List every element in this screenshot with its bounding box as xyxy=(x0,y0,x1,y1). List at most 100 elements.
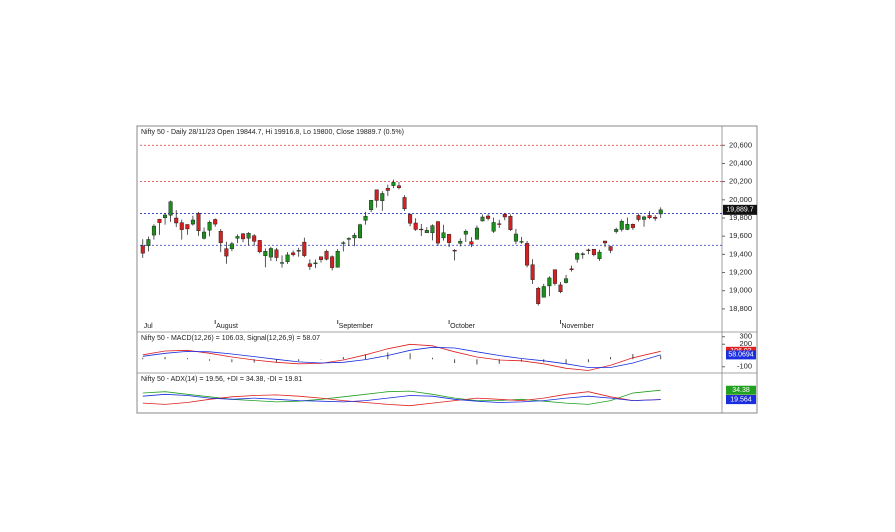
price-label: 19,889.7 xyxy=(726,207,753,214)
candle-body xyxy=(419,228,424,231)
candle-body xyxy=(235,236,240,239)
candle-body xyxy=(391,182,396,186)
candle-body xyxy=(452,249,457,252)
candle-body xyxy=(268,248,273,258)
candle-body xyxy=(163,214,168,219)
y-tick-label: 200 xyxy=(739,339,752,348)
candle-body xyxy=(502,213,507,218)
candle-body xyxy=(435,221,440,244)
candle-body xyxy=(552,269,557,284)
value-box xyxy=(726,350,756,360)
candle-body xyxy=(151,225,156,236)
indicator-line xyxy=(142,343,661,371)
candle-body xyxy=(619,220,624,230)
candle-body xyxy=(547,277,552,287)
candle-body xyxy=(224,248,229,257)
candle-body xyxy=(630,224,635,228)
candle-body xyxy=(313,262,318,264)
value-box-label: 34.38 xyxy=(732,387,750,394)
candle-body xyxy=(525,243,530,266)
candle-body xyxy=(168,201,173,216)
candle-body xyxy=(430,225,435,234)
y-tick-label: 20,000 xyxy=(729,195,752,204)
candle-body xyxy=(408,214,413,224)
panel-title: Nifty 50 - MACD(12,26) = 106.03, Signal(… xyxy=(141,335,320,342)
indicator-line xyxy=(142,391,661,407)
candle-body xyxy=(447,233,452,243)
y-tick-label: 20,200 xyxy=(729,177,752,186)
value-box-label: 58.0694 xyxy=(728,352,753,359)
x-tick-label: September xyxy=(339,323,374,330)
candle-body xyxy=(491,222,496,232)
candle-body xyxy=(319,256,324,260)
candle-body xyxy=(369,199,374,211)
candle-body xyxy=(246,232,251,239)
y-tick-label: 20,400 xyxy=(729,158,752,167)
candle-body xyxy=(658,209,663,215)
candle-body xyxy=(636,215,641,220)
candle-body xyxy=(597,251,602,260)
candle-body xyxy=(586,249,591,251)
candle-body xyxy=(196,213,201,232)
candle-body xyxy=(229,243,234,249)
candle-body xyxy=(486,215,491,219)
candle-body xyxy=(480,216,485,222)
candle-body xyxy=(179,222,184,230)
candle-body xyxy=(346,238,351,240)
candle-body xyxy=(642,216,647,220)
value-box xyxy=(726,385,756,395)
candle-body xyxy=(274,249,279,258)
candle-body xyxy=(536,288,541,304)
candle-body xyxy=(307,263,312,267)
candle-body xyxy=(541,286,546,298)
candle-body xyxy=(463,231,468,235)
candle-body xyxy=(280,262,285,264)
y-tick-label: 19,800 xyxy=(729,213,752,222)
chart-frame xyxy=(136,125,758,414)
candle-body xyxy=(424,230,429,234)
candle-body xyxy=(385,188,390,191)
candle-body xyxy=(257,240,262,253)
candle-body xyxy=(608,246,613,251)
candle-body xyxy=(174,217,179,224)
candle-body xyxy=(213,219,218,225)
candle-body xyxy=(291,252,296,255)
candle-body xyxy=(263,251,268,257)
candle-body xyxy=(241,233,246,240)
candle-body xyxy=(625,223,630,230)
candle-body xyxy=(218,230,223,244)
candle-body xyxy=(185,224,190,230)
candle-body xyxy=(352,234,357,239)
x-tick-label: November xyxy=(561,323,594,330)
candle-body xyxy=(296,250,301,252)
candle-body xyxy=(441,232,446,239)
y-tick-label: 19,000 xyxy=(729,286,752,295)
panel-title: Nifty 50 - ADX(14) = 19.56, +DI = 34.38,… xyxy=(141,376,302,383)
candle-body xyxy=(530,264,535,280)
y-tick-label: 18,800 xyxy=(729,304,752,313)
candle-body xyxy=(591,248,596,256)
y-tick-label: 300 xyxy=(739,332,752,341)
candle-body xyxy=(190,219,195,225)
candle-body xyxy=(564,278,569,283)
candle-body xyxy=(647,215,652,219)
candle-body xyxy=(396,185,401,188)
candle-body xyxy=(140,245,145,254)
indicator-line xyxy=(142,346,661,368)
value-box xyxy=(726,395,756,405)
x-tick-label: August xyxy=(216,323,238,330)
candle-body xyxy=(357,224,362,239)
y-tick-label: 19,600 xyxy=(729,231,752,240)
candle-body xyxy=(580,253,585,255)
y-tick-label: 19,200 xyxy=(729,268,752,277)
candle-body xyxy=(202,231,207,239)
candle-body xyxy=(569,268,574,270)
value-box-label: 19.564 xyxy=(730,396,752,403)
candle-body xyxy=(474,227,479,240)
candle-body xyxy=(363,215,368,221)
x-tick-label: October xyxy=(450,323,476,330)
y-tick-label: -100 xyxy=(737,362,752,371)
candle-body xyxy=(653,216,658,219)
candle-body xyxy=(519,241,524,243)
